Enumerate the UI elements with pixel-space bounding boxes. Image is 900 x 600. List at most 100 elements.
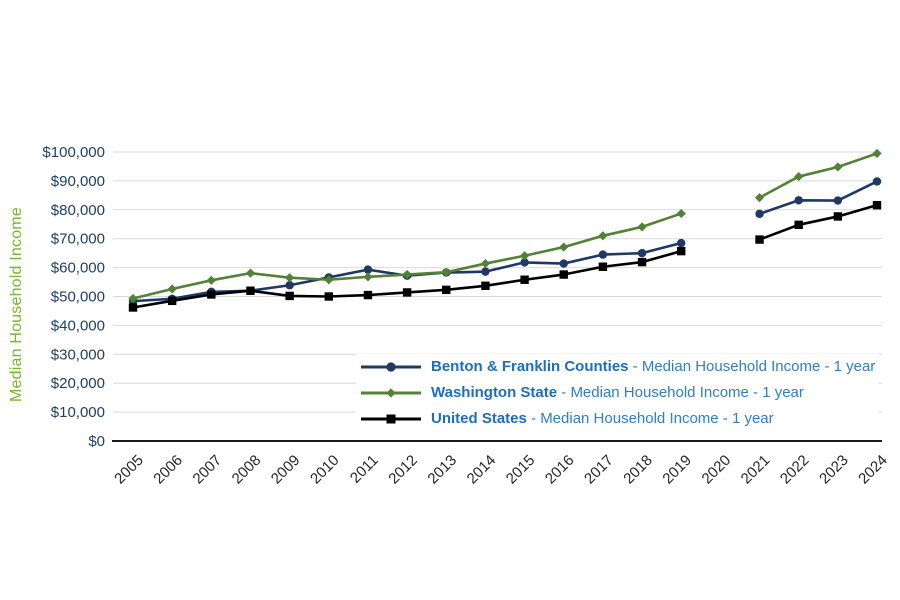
data-point bbox=[480, 258, 491, 269]
data-point bbox=[872, 177, 882, 186]
data-point bbox=[833, 162, 843, 172]
data-point bbox=[441, 267, 451, 277]
data-point bbox=[872, 148, 882, 159]
data-point bbox=[559, 270, 568, 279]
data-point bbox=[520, 275, 529, 284]
y-tick-label: $50,000 bbox=[51, 289, 105, 306]
data-point bbox=[442, 285, 451, 295]
x-tick-label: 2021 bbox=[738, 452, 774, 488]
legend-label: United States bbox=[431, 410, 527, 427]
data-point bbox=[363, 290, 373, 300]
y-tick-label: $40,000 bbox=[51, 317, 105, 334]
y-tick-label: $30,000 bbox=[51, 346, 105, 363]
y-axis-tick-labels: $0 $10,000 $20,000 $30,000 $40,000 $50,000 $60… bbox=[42, 144, 105, 450]
data-point bbox=[363, 272, 373, 282]
y-tick-label: $10,000 bbox=[51, 404, 105, 421]
legend-swatch-circle-icon bbox=[361, 362, 421, 372]
legend-item-benton-franklin-counties: Benton & Franklin Counties - Median Hous… bbox=[360, 354, 875, 380]
legend-item-washington-state: Washington State - Median Household Inco… bbox=[360, 380, 875, 406]
x-tick-label: 2006 bbox=[150, 452, 186, 488]
data-point bbox=[481, 281, 490, 291]
data-point bbox=[755, 209, 764, 219]
data-point bbox=[833, 212, 843, 221]
data-point bbox=[324, 275, 334, 285]
data-point bbox=[285, 273, 295, 283]
y-tick-label: $100,000 bbox=[42, 144, 105, 161]
x-tick-label: 2014 bbox=[464, 452, 500, 488]
series-benton-franklin-counties bbox=[128, 177, 882, 306]
data-point bbox=[754, 193, 765, 203]
data-point bbox=[128, 303, 138, 312]
x-tick-label: 2013 bbox=[424, 452, 460, 488]
data-point bbox=[402, 269, 412, 280]
y-tick-label: $20,000 bbox=[51, 375, 105, 392]
x-tick-label: 2017 bbox=[581, 452, 617, 488]
series-united-states bbox=[128, 200, 882, 312]
data-point bbox=[245, 268, 256, 278]
data-point bbox=[167, 296, 177, 306]
data-point bbox=[598, 262, 608, 271]
legend-swatch-square-icon bbox=[361, 414, 421, 424]
y-tick-label: $80,000 bbox=[51, 202, 105, 219]
x-tick-label: 2005 bbox=[111, 452, 147, 488]
x-tick-label: 2009 bbox=[268, 452, 304, 488]
data-point bbox=[676, 208, 686, 219]
legend-item-united-states: United States - Median Household Income … bbox=[360, 406, 875, 432]
data-point bbox=[481, 267, 490, 276]
data-point bbox=[677, 238, 686, 248]
data-point bbox=[794, 171, 804, 182]
data-point bbox=[206, 275, 216, 285]
y-tick-label: $0 bbox=[88, 433, 105, 450]
data-point bbox=[794, 220, 803, 230]
x-tick-label: 2016 bbox=[542, 452, 578, 488]
data-point bbox=[598, 231, 608, 241]
data-point bbox=[363, 265, 373, 274]
data-point bbox=[285, 281, 294, 290]
data-point bbox=[755, 235, 764, 244]
series-line bbox=[758, 203, 879, 241]
data-point bbox=[402, 288, 412, 297]
data-point bbox=[520, 258, 529, 267]
data-point bbox=[559, 259, 568, 268]
data-point bbox=[285, 291, 294, 301]
x-tick-label: 2018 bbox=[620, 452, 656, 488]
x-tick-label: 2019 bbox=[659, 452, 695, 488]
x-tick-label: 2020 bbox=[699, 452, 735, 488]
x-tick-label: 2015 bbox=[503, 452, 539, 488]
y-tick-label: $70,000 bbox=[51, 231, 105, 248]
data-point bbox=[246, 286, 255, 295]
series-washington-state bbox=[128, 148, 882, 304]
data-point bbox=[872, 200, 882, 210]
series-line bbox=[758, 180, 879, 216]
y-tick-label: $90,000 bbox=[51, 173, 105, 190]
x-tick-label: 2024 bbox=[855, 452, 891, 488]
data-point bbox=[167, 284, 177, 294]
legend-label-suffix: - Median Household Income - 1 year bbox=[557, 384, 804, 401]
x-tick-label: 2011 bbox=[347, 452, 382, 487]
legend: Benton & Franklin Counties - Median Hous… bbox=[356, 354, 880, 432]
data-point bbox=[637, 222, 647, 232]
legend-label-suffix: - Median Household Income - 1 year bbox=[628, 358, 876, 375]
x-tick-label: 2008 bbox=[229, 452, 265, 488]
data-point bbox=[128, 293, 138, 304]
legend-swatch-diamond-icon bbox=[361, 388, 421, 398]
data-point bbox=[324, 292, 333, 301]
x-tick-label: 2023 bbox=[816, 452, 852, 488]
data-point bbox=[559, 242, 569, 252]
x-tick-label: 2010 bbox=[307, 452, 343, 488]
x-tick-label: 2022 bbox=[777, 452, 813, 488]
series-line bbox=[758, 152, 879, 199]
x-tick-label: 2012 bbox=[385, 452, 421, 488]
data-point bbox=[519, 251, 530, 261]
legend-label: Washington State bbox=[431, 384, 558, 401]
data-point bbox=[833, 196, 843, 205]
data-point bbox=[207, 290, 216, 299]
x-axis-tick-labels: 2005 2006 2007 2008 2009 2010 2011 2012 2013 2014… bbox=[111, 452, 891, 488]
data-point bbox=[598, 250, 608, 259]
legend-label-suffix: - Median Household Income - 1 year bbox=[526, 410, 774, 427]
data-point bbox=[637, 257, 647, 267]
x-tick-label: 2007 bbox=[190, 452, 226, 488]
data-point bbox=[794, 196, 803, 205]
